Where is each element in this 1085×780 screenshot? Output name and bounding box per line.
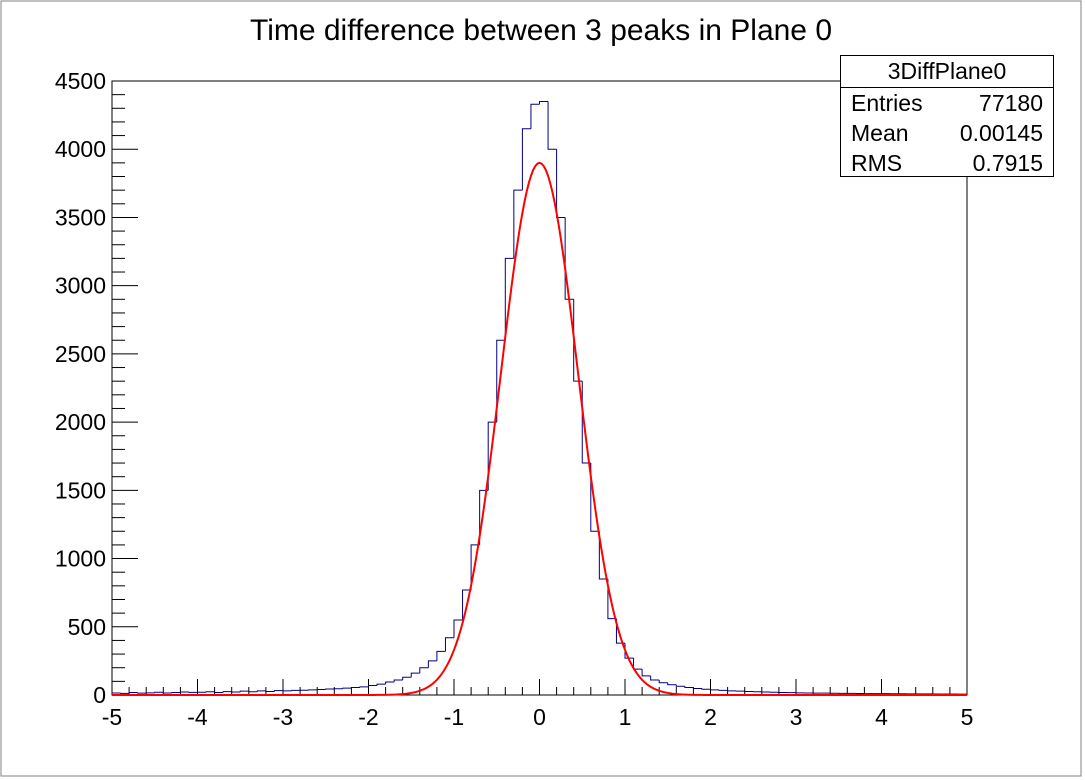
x-tick-label-1: -4: [187, 704, 208, 730]
histogram-bin-47: [513, 189, 523, 259]
histogram-bin-64: [658, 679, 668, 684]
x-tick-label-7: 2: [704, 704, 717, 730]
histogram-bin-50: [539, 100, 549, 105]
x-tick-label-10: 5: [961, 704, 974, 730]
histogram-bin-40: [453, 619, 463, 638]
histogram-bin-57: [598, 531, 608, 580]
histogram-bin-63: [650, 675, 660, 681]
chart-title: Time difference between 3 peaks in Plane…: [250, 14, 832, 47]
histogram-bin-25: [325, 688, 335, 690]
x-tick-label-4: -1: [444, 704, 464, 730]
y-tick-label-4: 2000: [55, 409, 106, 435]
x-tick-label-9: 4: [875, 704, 888, 730]
fit-curve-group: [112, 161, 967, 696]
histogram-bin-65: [667, 682, 677, 686]
y-tick-label-6: 3000: [55, 273, 106, 299]
histogram-bin-49: [530, 103, 540, 129]
histogram-bin-69: [701, 688, 711, 690]
histogram-bin-6: [162, 692, 172, 694]
histogram-bin-62: [641, 669, 651, 677]
histogram-bin-56: [590, 463, 600, 532]
stats-box-title: 3DiffPlane0: [841, 56, 1053, 88]
x-tick-label-6: 1: [619, 704, 632, 730]
histogram-bin-3: [137, 692, 147, 694]
histogram-bin-2: [128, 692, 138, 694]
x-tick-label-0: -5: [102, 704, 122, 730]
histogram-bin-45: [496, 339, 506, 423]
y-tick-label-3: 1500: [55, 477, 106, 503]
stats-row-rms: RMS 0.7915: [841, 148, 1053, 178]
histogram-bin-11: [205, 691, 215, 693]
histogram-bin-44: [487, 421, 497, 491]
y-tick-label-7: 3500: [55, 204, 106, 230]
histogram-bin-13: [222, 691, 232, 693]
histogram-bin-33: [393, 679, 403, 683]
y-tick-label-0: 0: [93, 682, 106, 708]
stats-box: 3DiffPlane0 Entries 77180 Mean 0.00145 R…: [840, 55, 1054, 177]
histogram-bin-35: [410, 672, 420, 678]
stats-row-mean: Mean 0.00145: [841, 118, 1053, 148]
stats-value-rms: 0.7915: [972, 150, 1043, 176]
histogram-bin-17: [256, 690, 266, 692]
histogram-bin-34: [402, 676, 412, 680]
x-tick-label-3: -2: [358, 704, 378, 730]
y-tick-label-5: 2500: [55, 341, 106, 367]
stats-value-entries: 77180: [979, 90, 1043, 116]
histogram-bin-53: [564, 217, 574, 300]
histogram-bin-31: [376, 683, 386, 686]
y-tick-label-2: 1000: [55, 546, 106, 572]
histogram-bin-51: [547, 101, 557, 150]
gaussian-fit-curve: [112, 161, 967, 696]
histogram-bin-16: [248, 691, 258, 693]
histogram-bars: [111, 100, 967, 695]
histogram-bin-5: [154, 691, 164, 693]
histogram-bin-67: [684, 686, 694, 688]
histogram-bin-66: [675, 684, 685, 687]
histogram-bin-37: [427, 660, 437, 668]
histogram-bin-71: [718, 689, 728, 691]
histogram-bin-70: [710, 689, 720, 691]
histogram-bin-28: [350, 686, 360, 689]
axes: -5 -4 -3 -2 -1 0 1 2 3 4 5 0 500 1000 1500 2000 2500 3000…: [55, 68, 974, 730]
stats-label-entries: Entries: [851, 90, 923, 116]
histogram-bin-19: [273, 690, 283, 692]
histogram-bin-36: [419, 667, 429, 674]
histogram-bin-32: [385, 681, 395, 685]
histogram-bin-12: [214, 691, 224, 694]
stats-row-entries: Entries 77180: [841, 88, 1053, 118]
stats-label-rms: RMS: [851, 150, 903, 176]
y-tick-label-1: 500: [68, 614, 106, 640]
histogram-bin-58: [607, 579, 617, 620]
histogram-bin-38: [436, 650, 446, 661]
histogram-bin-42: [470, 544, 480, 590]
histogram-bin-72: [727, 690, 737, 692]
x-tick-label-2: -3: [273, 704, 293, 730]
histogram-bin-27: [342, 687, 352, 689]
histogram-bin-15: [239, 690, 249, 692]
x-tick-label-8: 3: [790, 704, 803, 730]
histogram-bin-68: [692, 687, 702, 689]
stats-label-mean: Mean: [851, 120, 909, 146]
histogram-bin-18: [265, 690, 275, 692]
x-tick-label-5: 0: [533, 704, 546, 730]
histogram-bin-39: [444, 637, 454, 652]
histogram-bin-29: [359, 686, 369, 688]
histogram-bin-41: [462, 589, 472, 620]
stats-value-mean: 0.00145: [959, 120, 1043, 146]
y-tick-label-8: 4000: [55, 136, 106, 162]
histogram-bin-30: [368, 684, 378, 687]
histogram-bin-21: [291, 689, 301, 691]
histogram-bin-8: [179, 691, 189, 693]
y-tick-label-9: 4500: [55, 68, 106, 94]
histogram-bin-48: [521, 128, 531, 191]
histogram-bin-46: [504, 257, 514, 341]
